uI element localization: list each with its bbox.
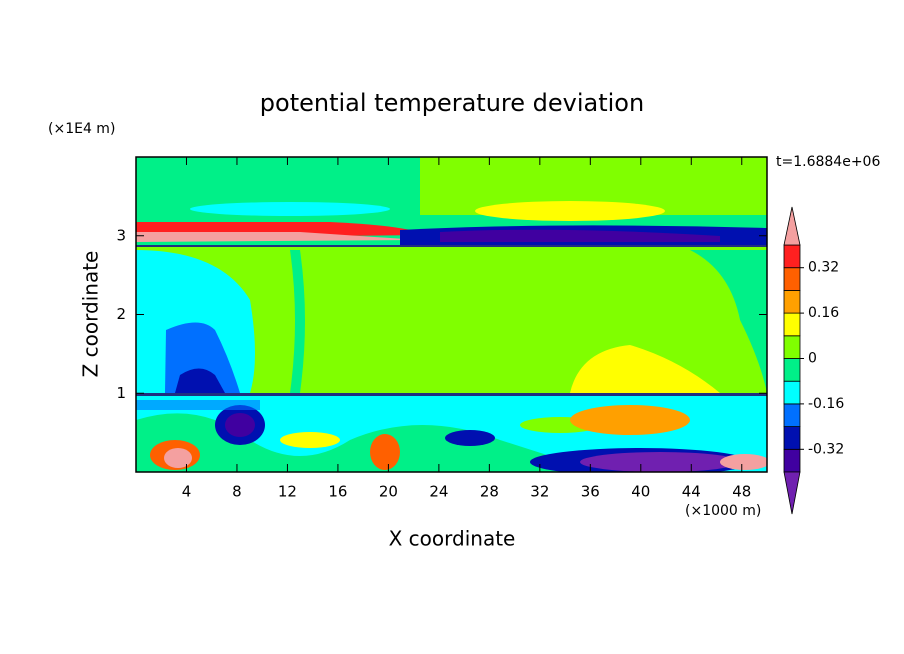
colorbar-box	[783, 380, 801, 405]
colorbar-box	[783, 267, 801, 291]
x-tick-label: 48	[732, 483, 751, 501]
colorbar-tick-label: 0.16	[808, 305, 839, 321]
colorbar-box	[783, 358, 801, 382]
colorbar-box	[783, 448, 801, 473]
y-axis-title: Z coordinate	[79, 251, 103, 378]
x-tick-label: 40	[631, 483, 650, 501]
colorbar-box	[783, 403, 801, 427]
colorbar-tick-label: 0	[808, 351, 817, 367]
colorbar-box	[783, 426, 801, 450]
colorbar-box	[783, 244, 801, 269]
y-tick-label: 1	[116, 384, 126, 402]
colorbar-tick-label: -0.32	[808, 441, 844, 457]
x-tick-label: 36	[581, 483, 600, 501]
colorbar-tick-label: -0.16	[808, 396, 844, 412]
x-tick-label: 32	[530, 483, 549, 501]
x-tick-label: 24	[429, 483, 448, 501]
x-tick-label: 4	[182, 483, 192, 501]
colorbar-box	[783, 312, 801, 337]
colorbar-low-arrow	[783, 471, 801, 515]
y-unit: (×1E4 m)	[48, 121, 115, 137]
x-tick-label: 44	[682, 483, 701, 501]
contour-field	[136, 157, 767, 472]
colorbar-high-arrow	[783, 206, 801, 246]
x-tick-label: 20	[379, 483, 398, 501]
x-tick-label: 28	[480, 483, 499, 501]
time-annotation: t=1.6884e+06	[776, 154, 880, 170]
y-tick-label: 2	[116, 305, 126, 323]
x-tick-label: 16	[328, 483, 347, 501]
chart-title: potential temperature deviation	[260, 89, 644, 117]
colorbar-box	[783, 335, 801, 359]
colorbar-tick-label: 0.32	[808, 260, 839, 276]
y-tick-label: 3	[116, 226, 126, 244]
x-unit: (×1000 m)	[685, 503, 761, 519]
x-axis-title: X coordinate	[389, 527, 516, 551]
x-tick-label: 8	[232, 483, 242, 501]
colorbar-box	[783, 289, 801, 314]
x-tick-label: 12	[278, 483, 297, 501]
